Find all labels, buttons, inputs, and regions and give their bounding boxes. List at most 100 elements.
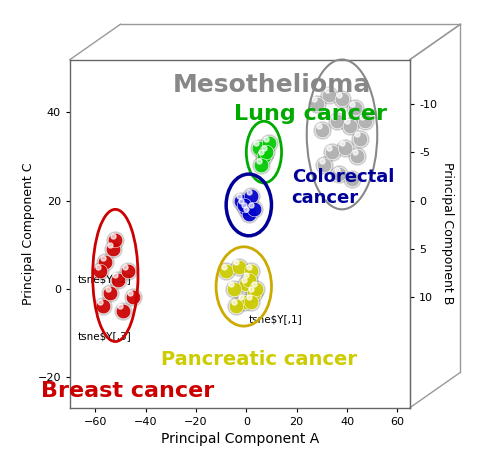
Text: Mesothelioma: Mesothelioma bbox=[172, 73, 370, 97]
Point bbox=[348, 100, 356, 107]
X-axis label: Principal Component A: Principal Component A bbox=[161, 432, 319, 446]
Point bbox=[114, 276, 122, 284]
Point bbox=[346, 170, 354, 178]
Point bbox=[360, 118, 368, 125]
Point bbox=[98, 303, 106, 310]
Point bbox=[346, 122, 354, 129]
Text: Pancreatic cancer: Pancreatic cancer bbox=[161, 350, 357, 369]
Point bbox=[242, 206, 250, 213]
Point bbox=[230, 285, 237, 292]
Point bbox=[242, 272, 250, 279]
Point bbox=[96, 267, 104, 275]
Point bbox=[248, 298, 256, 305]
Text: tsne$Y[,2]: tsne$Y[,2] bbox=[78, 274, 132, 284]
Point bbox=[310, 96, 318, 103]
Point bbox=[245, 276, 253, 284]
Point bbox=[262, 135, 270, 142]
Point bbox=[102, 259, 110, 266]
Point bbox=[98, 254, 106, 262]
Point bbox=[326, 91, 334, 98]
Point bbox=[245, 210, 253, 218]
Point bbox=[245, 263, 253, 270]
Point bbox=[242, 206, 250, 213]
Point bbox=[245, 276, 253, 284]
Point bbox=[245, 188, 253, 196]
Point bbox=[252, 285, 260, 292]
Point bbox=[346, 122, 354, 129]
Point bbox=[333, 118, 341, 125]
Point bbox=[330, 113, 338, 120]
Point bbox=[250, 289, 258, 297]
Point bbox=[336, 91, 344, 98]
Point bbox=[112, 236, 120, 244]
Point bbox=[222, 267, 230, 275]
Point bbox=[316, 122, 324, 129]
Point bbox=[265, 140, 273, 147]
Point bbox=[230, 298, 237, 305]
Point bbox=[98, 303, 106, 310]
Point bbox=[255, 157, 263, 164]
Point bbox=[313, 100, 321, 107]
Point bbox=[232, 259, 240, 266]
Point bbox=[350, 104, 358, 112]
Point bbox=[255, 144, 263, 151]
Point bbox=[326, 91, 334, 98]
Point bbox=[258, 148, 266, 156]
Point bbox=[250, 281, 258, 288]
Point bbox=[124, 267, 132, 275]
Point bbox=[356, 135, 364, 142]
Point bbox=[234, 263, 242, 270]
Text: Colorectal
cancer: Colorectal cancer bbox=[292, 168, 394, 207]
Point bbox=[126, 289, 134, 297]
Point bbox=[109, 232, 117, 240]
Point bbox=[106, 289, 114, 297]
Point bbox=[333, 166, 341, 174]
Point bbox=[220, 263, 228, 270]
Text: tsne$Y[,3]: tsne$Y[,3] bbox=[78, 332, 132, 342]
Point bbox=[238, 197, 246, 204]
Point bbox=[230, 285, 237, 292]
Point bbox=[350, 104, 358, 112]
Point bbox=[242, 281, 250, 288]
Point bbox=[234, 192, 242, 200]
Point bbox=[320, 162, 328, 169]
Point bbox=[338, 140, 346, 147]
Point bbox=[318, 157, 326, 164]
Point bbox=[248, 201, 256, 208]
Point bbox=[240, 298, 248, 305]
Point bbox=[262, 148, 270, 156]
Point bbox=[106, 241, 114, 248]
Point bbox=[336, 170, 344, 178]
Text: tsne$Y[,1]: tsne$Y[,1] bbox=[249, 314, 302, 324]
Point bbox=[255, 144, 263, 151]
Point bbox=[262, 148, 270, 156]
Point bbox=[340, 144, 348, 151]
Point bbox=[96, 298, 104, 305]
Y-axis label: Principal Component B: Principal Component B bbox=[440, 163, 454, 305]
Point bbox=[96, 267, 104, 275]
Point bbox=[234, 263, 242, 270]
Point bbox=[343, 118, 351, 125]
Point bbox=[353, 153, 361, 160]
Point bbox=[119, 307, 127, 314]
Point bbox=[260, 144, 268, 151]
Point bbox=[353, 153, 361, 160]
Point bbox=[119, 307, 127, 314]
Point bbox=[348, 175, 356, 182]
Point bbox=[353, 131, 361, 138]
Point bbox=[360, 118, 368, 125]
Point bbox=[232, 303, 240, 310]
Point bbox=[222, 267, 230, 275]
Point bbox=[328, 148, 336, 156]
Point bbox=[248, 298, 256, 305]
Point bbox=[94, 263, 102, 270]
Point bbox=[250, 289, 258, 297]
Text: Breast cancer: Breast cancer bbox=[42, 381, 214, 401]
Point bbox=[129, 294, 137, 301]
Point bbox=[248, 285, 256, 292]
Point bbox=[238, 197, 246, 204]
Point bbox=[240, 201, 248, 208]
Point bbox=[248, 192, 256, 200]
Point bbox=[350, 148, 358, 156]
Point bbox=[240, 201, 248, 208]
